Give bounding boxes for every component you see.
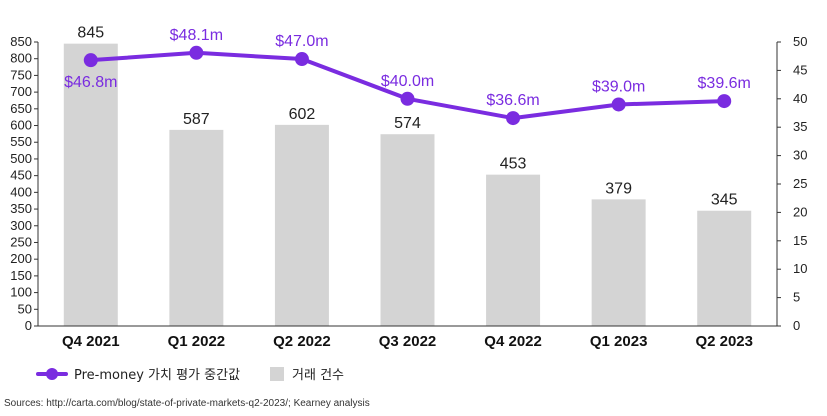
bar bbox=[169, 129, 224, 326]
bar-value-label: 574 bbox=[394, 115, 421, 132]
y-left-tick-label: 650 bbox=[10, 101, 32, 116]
line-value-label: $47.0m bbox=[275, 33, 328, 50]
y-left-tick-label: 400 bbox=[10, 184, 32, 199]
line-point bbox=[717, 94, 732, 109]
y-right-tick-label: 10 bbox=[793, 261, 807, 276]
bar-value-label: 602 bbox=[289, 106, 316, 123]
bar-value-label: 587 bbox=[183, 111, 210, 128]
y-right-tick-label: 25 bbox=[793, 176, 807, 191]
legend-bar-label: 거래 건수 bbox=[292, 368, 345, 383]
axes: 0501001502002503003504004505005506006507… bbox=[10, 34, 807, 350]
y-right-tick-label: 20 bbox=[793, 204, 807, 219]
legend-line-marker bbox=[36, 367, 68, 380]
line-value-label: $39.6m bbox=[698, 75, 751, 92]
line-point bbox=[189, 45, 204, 60]
line-value-label: $40.0m bbox=[381, 73, 434, 90]
y-left-tick-label: 0 bbox=[25, 318, 32, 333]
legend-item-bar: 거래 건수 bbox=[270, 364, 344, 383]
line-point bbox=[294, 52, 309, 67]
bar-value-label: 453 bbox=[500, 156, 527, 173]
y-left-tick-label: 300 bbox=[10, 218, 32, 233]
y-right-tick-label: 50 bbox=[793, 34, 807, 49]
legend-item-line: Pre-money 가치 평가 중간값 bbox=[36, 364, 240, 383]
y-left-tick-label: 850 bbox=[10, 34, 32, 49]
line-point bbox=[611, 97, 626, 112]
bar bbox=[486, 174, 541, 326]
y-left-tick-label: 350 bbox=[10, 201, 32, 216]
y-right-tick-label: 40 bbox=[793, 91, 807, 106]
bar-series bbox=[63, 43, 752, 326]
bar-value-label: 345 bbox=[711, 192, 738, 209]
line-point bbox=[506, 111, 521, 126]
line-point bbox=[400, 91, 415, 106]
bar bbox=[274, 124, 329, 326]
bar bbox=[697, 210, 752, 326]
y-left-tick-label: 100 bbox=[10, 285, 32, 300]
bar-value-label: 379 bbox=[605, 180, 632, 197]
line-point bbox=[83, 53, 98, 68]
x-tick-label: Q2 2022 bbox=[273, 333, 331, 350]
line-value-label: $46.8m bbox=[64, 74, 117, 91]
y-left-tick-label: 800 bbox=[10, 51, 32, 66]
y-left-tick-label: 750 bbox=[10, 67, 32, 82]
bar bbox=[63, 43, 118, 326]
y-right-tick-label: 35 bbox=[793, 119, 807, 134]
y-left-tick-label: 600 bbox=[10, 118, 32, 133]
data-labels: 845 587 602 574 453 379 345 $46.8m $48.1m $47.0m $… bbox=[64, 25, 751, 209]
x-tick-label: Q4 2022 bbox=[484, 333, 542, 350]
y-left-tick-label: 250 bbox=[10, 234, 32, 249]
line-value-label: $39.0m bbox=[592, 78, 645, 95]
bar-value-label: 845 bbox=[77, 25, 104, 42]
y-right-tick-label: 45 bbox=[793, 62, 807, 77]
y-left-tick-label: 450 bbox=[10, 168, 32, 183]
y-left-tick-label: 550 bbox=[10, 134, 32, 149]
y-right-tick-label: 5 bbox=[793, 290, 800, 305]
y-right-tick-label: 15 bbox=[793, 233, 807, 248]
x-tick-label: Q4 2021 bbox=[62, 333, 120, 350]
y-left-tick-label: 150 bbox=[10, 268, 32, 283]
legend-bar-swatch bbox=[270, 366, 285, 381]
x-tick-label: Q2 2023 bbox=[695, 333, 753, 350]
y-left-tick-label: 200 bbox=[10, 251, 32, 266]
bar bbox=[591, 199, 646, 326]
y-left-tick-label: 50 bbox=[18, 301, 32, 316]
line-value-label: $48.1m bbox=[170, 27, 223, 44]
line-value-label: $36.6m bbox=[486, 92, 539, 109]
line-series bbox=[83, 45, 732, 126]
y-right-tick-label: 0 bbox=[793, 318, 800, 333]
legend-line-label: Pre-money 가치 평가 중간값 bbox=[74, 368, 241, 383]
y-left-tick-label: 500 bbox=[10, 151, 32, 166]
legend: Pre-money 가치 평가 중간값 거래 건수 bbox=[36, 364, 374, 383]
x-tick-label: Q1 2023 bbox=[590, 333, 648, 350]
y-left-tick-label: 700 bbox=[10, 84, 32, 99]
x-tick-label: Q1 2022 bbox=[168, 333, 226, 350]
combo-chart: 0501001502002503003504004505005506006507… bbox=[10, 25, 807, 350]
bar bbox=[380, 134, 435, 326]
source-note: Sources: http://carta.com/blog/state-of-… bbox=[4, 398, 370, 409]
x-tick-label: Q3 2022 bbox=[379, 333, 437, 350]
y-right-tick-label: 30 bbox=[793, 148, 807, 163]
